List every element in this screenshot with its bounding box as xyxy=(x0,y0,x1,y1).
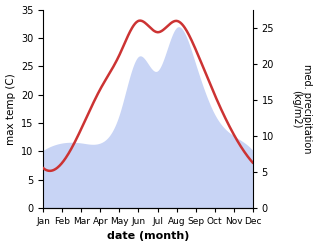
Y-axis label: max temp (C): max temp (C) xyxy=(5,73,16,144)
Y-axis label: med. precipitation
(kg/m2): med. precipitation (kg/m2) xyxy=(291,64,313,153)
X-axis label: date (month): date (month) xyxy=(107,231,189,242)
